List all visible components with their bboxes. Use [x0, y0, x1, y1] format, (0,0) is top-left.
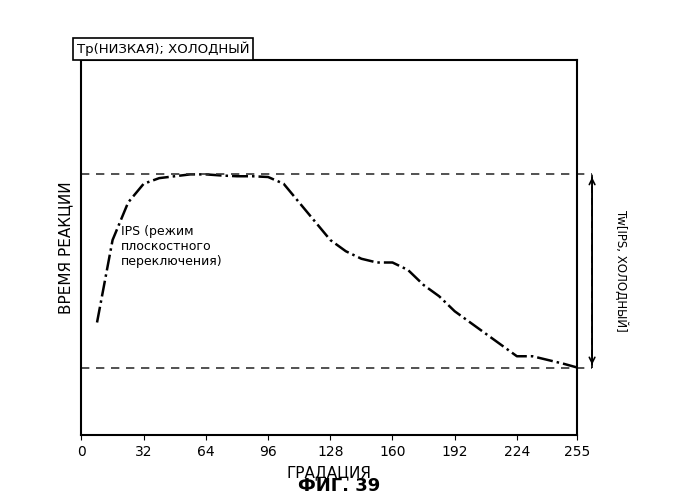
X-axis label: ГРАДАЦИЯ: ГРАДАЦИЯ — [287, 466, 372, 480]
Y-axis label: ВРЕМЯ РЕАКЦИИ: ВРЕМЯ РЕАКЦИИ — [58, 181, 73, 314]
Text: ФИГ. 39: ФИГ. 39 — [298, 477, 381, 495]
Text: Тр(НИЗКАЯ); ХОЛОДНЫЙ: Тр(НИЗКАЯ); ХОЛОДНЫЙ — [77, 42, 249, 56]
Text: IPS (режим
плоскостного
переключения): IPS (режим плоскостного переключения) — [121, 225, 223, 268]
Text: Tw[IPS, ХОЛОДНЫЙ]: Tw[IPS, ХОЛОДНЫЙ] — [614, 210, 628, 332]
